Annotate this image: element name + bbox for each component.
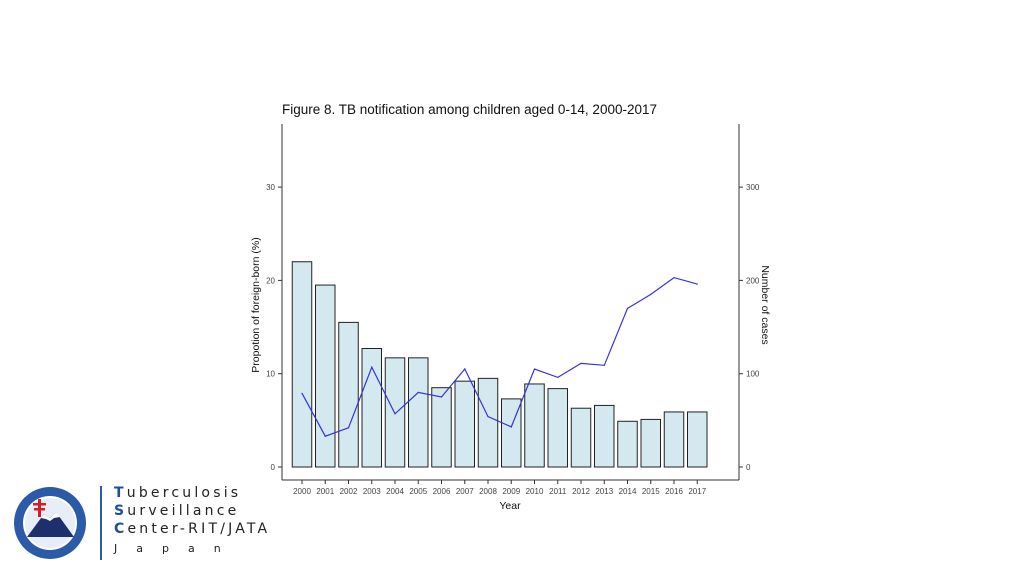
org-line-1: Tuberculosis xyxy=(114,485,242,501)
line-point-2003 xyxy=(371,366,373,368)
line-point-2011 xyxy=(557,376,559,379)
bar-2004 xyxy=(384,357,406,468)
line-point-2001 xyxy=(324,435,326,437)
bar-2001 xyxy=(315,284,336,468)
x-axis-title: Year xyxy=(499,500,521,512)
x-tick-label-2007: 2007 xyxy=(456,487,474,496)
bar-2016 xyxy=(663,411,685,468)
y-left-tick-label: 20 xyxy=(266,276,275,285)
x-tick-label-2005: 2005 xyxy=(409,487,427,496)
logo-emblem-icon xyxy=(14,486,102,560)
x-tick-label-2008: 2008 xyxy=(479,487,497,496)
line-point-2014 xyxy=(626,307,629,309)
line-point-2017 xyxy=(696,283,698,285)
x-tick-label-2016: 2016 xyxy=(665,487,683,496)
bar-2005 xyxy=(408,357,429,468)
bar-2014 xyxy=(617,420,638,468)
bar-2015 xyxy=(640,418,661,468)
y-axis-left-title: Propotion of foreign-born (%) xyxy=(250,237,262,372)
x-tick-label-2006: 2006 xyxy=(433,487,451,496)
x-tick-label-2014: 2014 xyxy=(619,487,637,496)
bar-2010 xyxy=(524,383,545,468)
y-right-tick-label: 0 xyxy=(746,463,751,472)
x-tick-label-2012: 2012 xyxy=(572,487,590,496)
line-point-2013 xyxy=(603,364,605,366)
line-point-2007 xyxy=(464,368,466,370)
line-point-2016 xyxy=(673,277,675,279)
y-left-tick-label: 10 xyxy=(266,370,275,379)
line-point-2010 xyxy=(533,368,536,370)
bar-2011 xyxy=(547,388,568,468)
y-right-tick-label: 100 xyxy=(746,370,760,379)
line-point-2009 xyxy=(510,426,512,428)
line-point-2004 xyxy=(394,413,396,415)
bars-layer xyxy=(291,261,708,468)
bar-2007 xyxy=(454,380,475,468)
line-point-2012 xyxy=(580,362,582,365)
bar-2008 xyxy=(477,377,499,468)
bar-2006 xyxy=(431,387,452,468)
x-tick-label-2002: 2002 xyxy=(340,487,358,496)
x-tick-label-2003: 2003 xyxy=(363,487,381,496)
x-tick-label-2000: 2000 xyxy=(293,487,311,496)
line-point-2006 xyxy=(440,396,443,398)
x-tick-label-2013: 2013 xyxy=(595,487,613,496)
y-right-tick-label: 200 xyxy=(746,276,760,285)
line-series-cases xyxy=(301,276,698,437)
chart-title: Figure 8. TB notification among children… xyxy=(282,102,657,117)
y-left-tick-label: 0 xyxy=(271,463,276,472)
x-tick-label-2015: 2015 xyxy=(642,487,660,496)
y-left-tick-label: 30 xyxy=(266,183,275,192)
jata-logo xyxy=(14,482,104,564)
org-country: Japan xyxy=(114,542,240,555)
line-point-2000 xyxy=(301,392,303,394)
bar-2012 xyxy=(570,407,592,468)
line-point-2005 xyxy=(417,391,419,393)
x-tick-label-2011: 2011 xyxy=(549,487,567,496)
x-tick-label-2017: 2017 xyxy=(688,487,706,496)
org-line-2: Surveillance xyxy=(114,503,240,519)
line-point-2002 xyxy=(347,427,350,429)
org-name-block: Tuberculosis Surveillance Center-RIT/JAT… xyxy=(114,484,270,558)
line-point-2015 xyxy=(650,293,652,295)
x-tick-label-2001: 2001 xyxy=(316,487,334,496)
bar-2002 xyxy=(338,321,359,468)
x-tick-label-2009: 2009 xyxy=(502,487,520,496)
y-axis-right-title: Number of cases xyxy=(759,265,771,344)
x-tick-label-2004: 2004 xyxy=(386,487,404,496)
line-layer xyxy=(301,276,698,437)
bar-2017 xyxy=(687,411,708,468)
line-point-2008 xyxy=(487,416,489,418)
bar-2013 xyxy=(594,404,615,468)
org-line-3: Center-RIT/JATA xyxy=(114,521,271,537)
bar-2000 xyxy=(291,261,313,468)
x-tick-label-2010: 2010 xyxy=(526,487,544,496)
y-right-tick-label: 300 xyxy=(746,183,760,192)
